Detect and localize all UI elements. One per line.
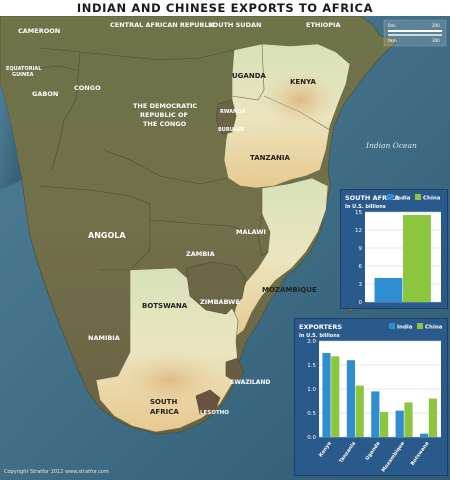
rwanda-burundi: [215, 99, 237, 135]
label-south-africa-2: AFRICA: [150, 408, 179, 416]
svg-text:0km: 0km: [388, 38, 397, 43]
y-tick-label: 0.0: [307, 435, 316, 441]
bar-india-uganda: [371, 391, 380, 437]
label-namibia: NAMIBIA: [88, 334, 120, 342]
legend-label-china: China: [423, 196, 441, 202]
x-tick-label: Tanzania: [338, 441, 357, 465]
x-tick-label: Mozambique: [381, 440, 407, 473]
bar-china-botswana: [428, 398, 437, 437]
highlands-shading: [260, 70, 340, 130]
scale-bar: 0mi 200 0km 300: [383, 19, 447, 47]
label-cameroon: CAMEROON: [18, 27, 60, 35]
label-kenya: KENYA: [290, 78, 316, 86]
label-south-sudan: SOUTH SUDAN: [208, 21, 261, 29]
y-axis-label: In U.S. billions: [345, 204, 386, 210]
label-equatorial-guinea-2: GUINEA: [12, 72, 34, 78]
label-congo: CONGO: [74, 84, 101, 92]
label-equatorial-guinea-1: EQUATORIAL: [6, 66, 42, 72]
south-africa-panel: SOUTH AFRICA India China In U.S. billions 0 3…: [340, 189, 448, 309]
label-zimbabwe: ZIMBABWE: [200, 298, 240, 306]
chart-title: SOUTH AFRICA: [345, 194, 399, 202]
bar-china-uganda: [380, 412, 389, 437]
y-axis-label: In U.S. billions: [299, 333, 340, 339]
south-africa-plateau: [115, 350, 225, 410]
copyright-note: Copyright Stratfor 2012 www.stratfor.com: [4, 469, 109, 475]
svg-text:300: 300: [432, 38, 440, 43]
bar-china-kenya: [331, 356, 340, 437]
y-tick-label: 2.0: [307, 339, 316, 345]
y-tick-label: 0.5: [307, 411, 316, 417]
y-tick-label: 15: [355, 210, 362, 216]
y-tick-label: 6: [359, 264, 363, 270]
bar-china-mozambique: [404, 402, 413, 437]
legend-label-india: India: [397, 325, 413, 331]
bar-china-south-africa: [403, 215, 431, 302]
svg-text:0mi: 0mi: [388, 23, 396, 28]
label-angola: ANGOLA: [88, 231, 126, 240]
legend-swatch-india: [387, 194, 393, 200]
label-uganda: UGANDA: [232, 72, 267, 80]
y-tick-label: 1.5: [307, 363, 316, 369]
label-south-africa-1: SOUTH: [150, 398, 177, 406]
label-drc-3: THE CONGO: [143, 120, 187, 128]
legend-swatch-india: [389, 323, 395, 329]
label-botswana: BOTSWANA: [142, 302, 188, 310]
legend-label-india: India: [395, 196, 411, 202]
x-tick-label: Kenya: [318, 441, 333, 459]
page-title: INDIAN AND CHINESE EXPORTS TO AFRICA: [0, 0, 450, 16]
y-tick-label: 12: [355, 228, 362, 234]
legend-swatch-china: [415, 194, 421, 200]
label-indian-ocean: Indian Ocean: [365, 141, 417, 150]
bar-india-south-africa: [374, 278, 403, 302]
label-drc-2: REPUBLIC OF: [140, 111, 188, 119]
legend-swatch-china: [417, 323, 423, 329]
country-borders: [19, 47, 269, 271]
label-ethiopia: ETHIOPIA: [306, 21, 340, 29]
x-tick-label: Uganda: [364, 441, 381, 462]
y-tick-label: 9: [359, 246, 363, 252]
x-tick-label: Botswana: [410, 441, 431, 467]
bar-india-mozambique: [395, 410, 404, 437]
bar-india-tanzania: [346, 360, 355, 437]
exporters-chart: EXPORTERS India China In U.S. billions 0.0 0.…: [299, 323, 443, 473]
svg-text:200: 200: [432, 23, 440, 28]
lesotho: [195, 389, 221, 415]
mozambique: [231, 177, 329, 339]
bar-india-kenya: [322, 353, 331, 437]
chart-title: EXPORTERS: [299, 323, 342, 331]
label-rwanda: RWANDA: [220, 109, 245, 115]
label-swaziland: SWAZILAND: [230, 379, 270, 386]
bar-india-botswana: [420, 433, 429, 437]
y-tick-label: 1.0: [307, 387, 316, 393]
gulf-of-guinea: [0, 84, 22, 190]
label-burundi: BURUNDI: [218, 127, 244, 133]
y-tick-label: 3: [359, 282, 363, 288]
label-mozambique: MOZAMBIQUE: [262, 286, 317, 294]
exporters-panel: EXPORTERS India China In U.S. billions 0.0 0.…: [294, 318, 448, 476]
label-zambia: ZAMBIA: [186, 250, 215, 258]
label-lesotho: LESOTHO: [200, 410, 229, 416]
swaziland: [225, 357, 245, 383]
label-malawi: MALAWI: [236, 228, 266, 236]
label-drc-1: THE DEMOCRATIC: [133, 102, 198, 110]
zimbabwe: [185, 261, 247, 315]
label-central-african-republic: CENTRAL AFRICAN REPUBLIC: [110, 21, 216, 29]
label-tanzania: TANZANIA: [250, 154, 290, 162]
bar-china-tanzania: [355, 385, 364, 437]
label-gabon: GABON: [32, 90, 58, 98]
y-tick-label: 0: [359, 300, 363, 306]
legend-label-china: China: [425, 325, 443, 331]
